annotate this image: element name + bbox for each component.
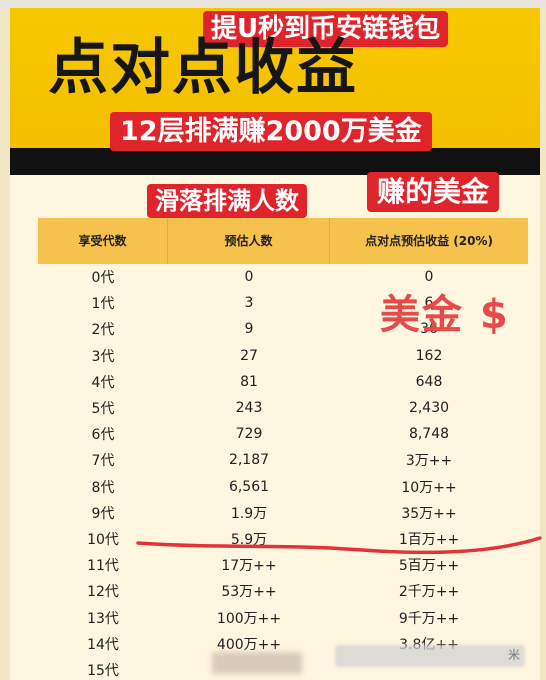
cell-earnings: 0 bbox=[424, 269, 434, 286]
left-red-label: 滑落排满人数 bbox=[147, 184, 307, 218]
cell-earnings: 5百万++ bbox=[398, 558, 460, 575]
cell-earnings: 8,748 bbox=[408, 426, 450, 443]
table-row: 2代 9 36 bbox=[38, 316, 528, 342]
blurred-region bbox=[212, 652, 302, 674]
cell-people: 27 bbox=[240, 347, 258, 364]
cell-people: 17万++ bbox=[221, 558, 277, 575]
cell-generation: 0代 bbox=[91, 270, 115, 287]
cell-people: 6,561 bbox=[228, 478, 270, 495]
cell-earnings: 35万++ bbox=[401, 505, 457, 522]
cell-earnings: 2,430 bbox=[408, 400, 450, 417]
cell-generation: 15代 bbox=[87, 662, 119, 679]
cell-earnings: 9千万++ bbox=[398, 610, 460, 627]
cell-generation: 4代 bbox=[91, 374, 115, 391]
table-row: 8代 6,561 10万++ bbox=[38, 474, 528, 500]
cell-earnings: 1百万++ bbox=[398, 531, 460, 548]
table-body: 0代 0 0 1代 3 6 2代 9 36 3代 27 162 4代 81 648 5代 243 2,4… bbox=[38, 264, 528, 680]
status-bar bbox=[0, 0, 546, 10]
table-row: 11代 17万++ 5百万++ bbox=[38, 552, 528, 578]
table-row: 10代 5.9万 1百万++ bbox=[38, 526, 528, 552]
cell-generation: 9代 bbox=[91, 505, 115, 522]
subtitle-red-label: 12层排满赚2000万美金 bbox=[110, 112, 432, 151]
table-header: 享受代数 预估人数 点对点预估收益 (20%) bbox=[38, 218, 528, 264]
cell-generation: 14代 bbox=[87, 636, 119, 653]
cell-earnings: 6 bbox=[424, 295, 434, 312]
cell-people: 5.9万 bbox=[230, 531, 268, 548]
table-row: 6代 729 8,748 bbox=[38, 421, 528, 447]
cell-people: 1.9万 bbox=[230, 505, 268, 522]
usd-overlay-text: 美金 $ bbox=[380, 292, 510, 338]
hand-drawn-line bbox=[136, 536, 542, 555]
cell-earnings: 162 bbox=[415, 347, 443, 364]
cell-generation: 7代 bbox=[91, 453, 115, 470]
table-row: 4代 81 648 bbox=[38, 369, 528, 395]
table-row: 9代 1.9万 35万++ bbox=[38, 500, 528, 526]
cell-generation: 2代 bbox=[91, 322, 115, 339]
cell-people: 0 bbox=[244, 269, 254, 286]
table-row: 1代 3 6 bbox=[38, 290, 528, 316]
right-red-label: 赚的美金 bbox=[367, 172, 500, 212]
cell-earnings: 2千万++ bbox=[398, 584, 460, 601]
blurred-watermark bbox=[335, 645, 525, 667]
cell-earnings: 648 bbox=[415, 373, 443, 390]
header-estimated-earnings: 点对点预估收益 (20%) bbox=[365, 233, 493, 248]
cell-generation: 11代 bbox=[87, 558, 119, 575]
cell-people: 100万++ bbox=[216, 610, 282, 627]
header-generation: 享受代数 bbox=[38, 218, 168, 264]
table-row: 7代 2,187 3万++ bbox=[38, 447, 528, 473]
cell-people: 53万++ bbox=[221, 584, 277, 601]
cell-generation: 1代 bbox=[91, 296, 115, 313]
cell-generation: 5代 bbox=[91, 401, 115, 418]
table-row: 15代 bbox=[38, 657, 528, 680]
cell-generation: 12代 bbox=[87, 584, 119, 601]
cell-generation: 3代 bbox=[91, 348, 115, 365]
cell-earnings: 3万++ bbox=[405, 453, 453, 470]
table-row: 5代 243 2,430 bbox=[38, 395, 528, 421]
watermark-text: 米 bbox=[508, 648, 521, 662]
cell-people: 243 bbox=[235, 400, 263, 417]
table-row: 12代 53万++ 2千万++ bbox=[38, 578, 528, 604]
earnings-table: 享受代数 预估人数 点对点预估收益 (20%) 0代 0 0 1代 3 6 2代 9 36 … bbox=[38, 218, 528, 680]
header-estimated-people: 预估人数 bbox=[168, 218, 330, 264]
cell-generation: 8代 bbox=[91, 479, 115, 496]
cell-people: 2,187 bbox=[228, 452, 270, 469]
table-row: 0代 0 0 bbox=[38, 264, 528, 290]
page-title: 点对点收益 bbox=[48, 33, 358, 103]
cell-people: 400万++ bbox=[216, 636, 282, 653]
cell-people: 9 bbox=[244, 321, 254, 338]
table-row: 13代 100万++ 9千万++ bbox=[38, 604, 528, 630]
cell-generation: 13代 bbox=[87, 610, 119, 627]
cell-generation: 6代 bbox=[91, 427, 115, 444]
cell-earnings: 36 bbox=[420, 321, 438, 338]
cell-people: 81 bbox=[240, 373, 258, 390]
cell-generation: 10代 bbox=[87, 531, 119, 548]
cell-people: 3 bbox=[244, 295, 254, 312]
table-row: 3代 27 162 bbox=[38, 343, 528, 369]
cell-earnings: 10万++ bbox=[401, 479, 457, 496]
top-red-label: 提U秒到币安链钱包 bbox=[203, 11, 449, 47]
cell-people: 729 bbox=[235, 426, 263, 443]
